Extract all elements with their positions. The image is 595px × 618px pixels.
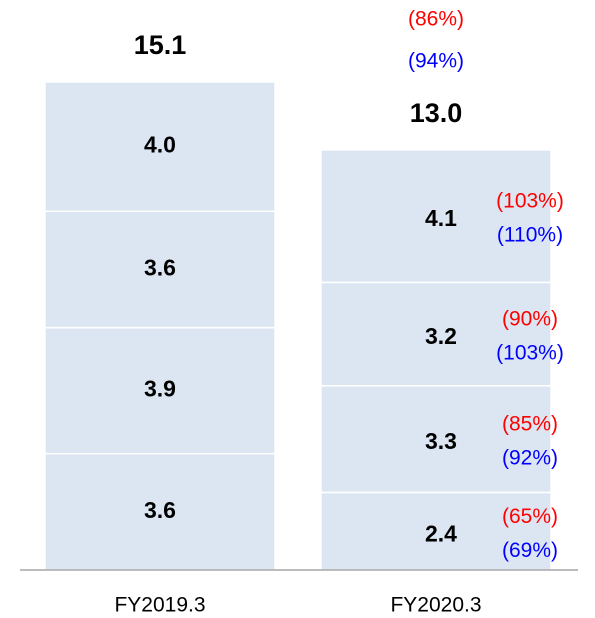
bar-segment — [44, 81, 276, 213]
total-label: 15.1 — [134, 30, 187, 60]
segment-label: 3.6 — [144, 255, 176, 281]
segment-label: 3.3 — [425, 428, 457, 454]
segment-label: 3.6 — [144, 497, 176, 523]
segment-label: 3.2 — [425, 323, 457, 349]
total-label: 13.0 — [410, 98, 463, 128]
segment-label: 3.9 — [144, 376, 176, 402]
segment-label: 4.0 — [144, 132, 176, 158]
comparison-label: (69%) — [502, 539, 558, 562]
bar-segment — [44, 326, 276, 455]
comparison-label: (65%) — [502, 505, 558, 528]
comparison-label: (90%) — [502, 308, 558, 331]
comparison-label: (103%) — [496, 342, 564, 365]
bar-segment — [320, 281, 552, 387]
total-comparison-label: (86%) — [408, 7, 464, 30]
total-comparison-label: (94%) — [408, 49, 464, 72]
bar-segment — [320, 149, 552, 284]
x-tick-label: FY2020.3 — [390, 594, 481, 617]
comparison-label: (85%) — [502, 413, 558, 436]
segment-label: 4.1 — [425, 205, 457, 231]
segment-label: 2.4 — [425, 520, 457, 546]
x-tick-label: FY2019.3 — [114, 594, 205, 617]
bar-segment — [320, 385, 552, 494]
bar-segment — [320, 491, 552, 571]
comparison-label: (103%) — [496, 190, 564, 213]
comparison-label: (110%) — [497, 224, 563, 247]
comparison-label: (92%) — [502, 447, 558, 470]
bar-segment — [44, 452, 276, 571]
